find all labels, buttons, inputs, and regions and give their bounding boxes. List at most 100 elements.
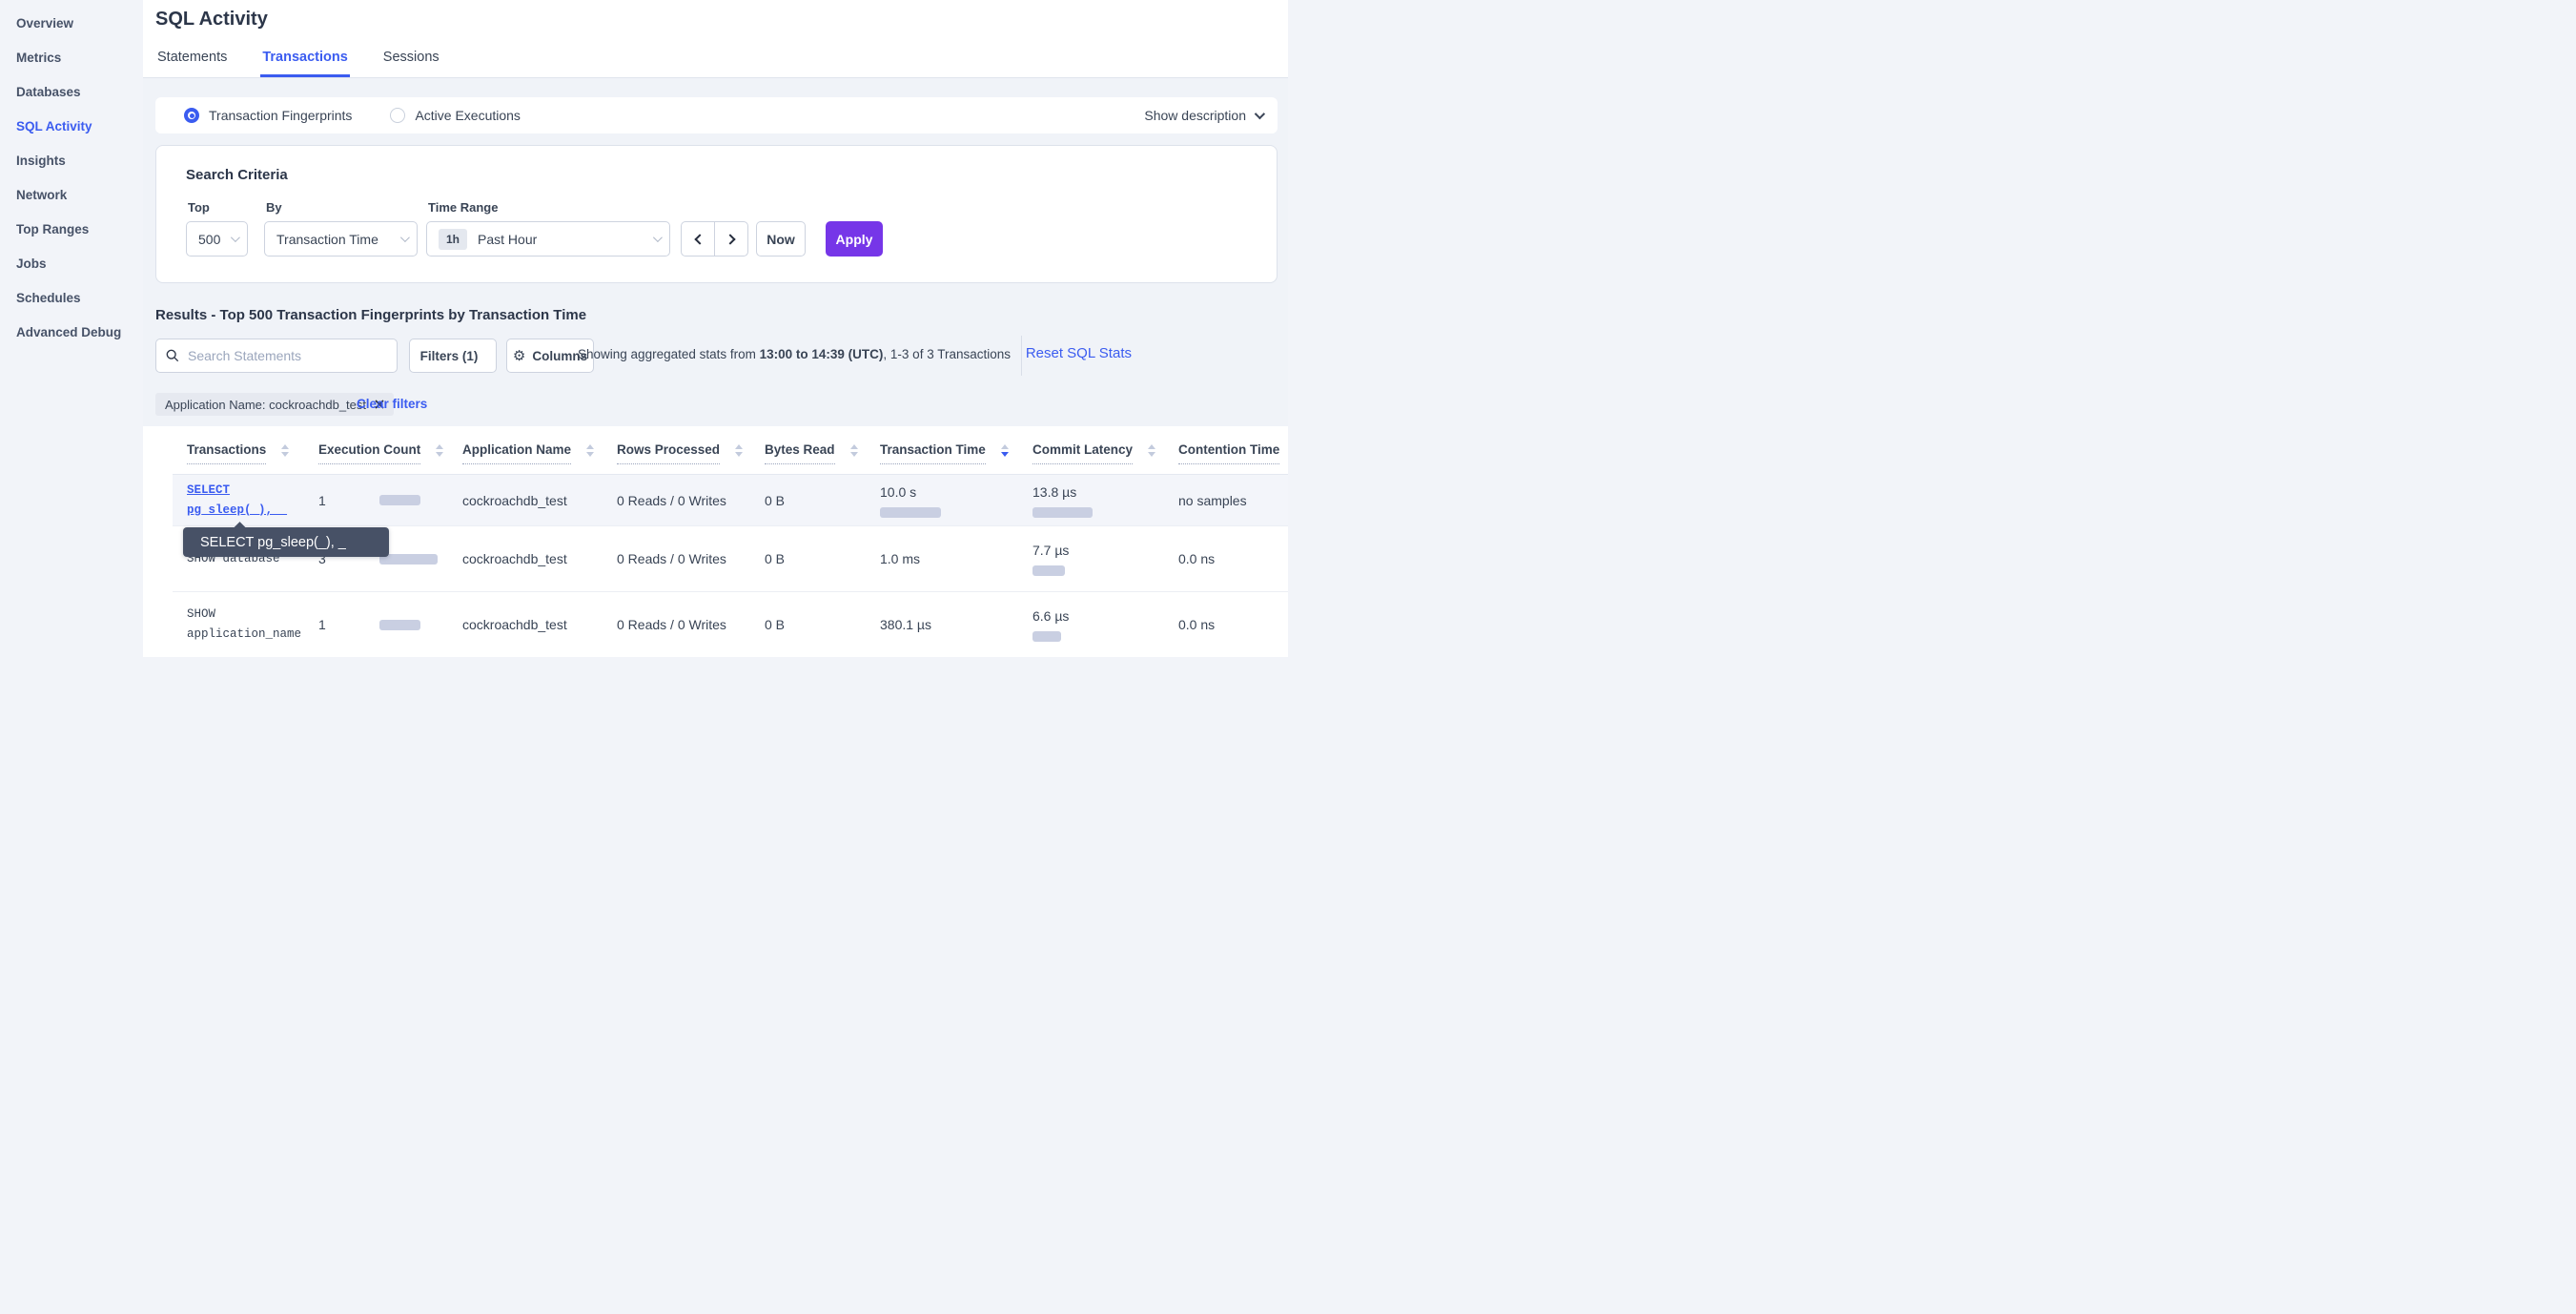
stats-summary-range: 13:00 to 14:39 (UTC)	[759, 347, 884, 361]
clear-filters-link[interactable]: Clear filters	[357, 397, 428, 411]
columns-button[interactable]: ⚙ Columns	[506, 339, 594, 373]
radio-active-executions[interactable]: Active Executions	[390, 108, 521, 123]
tab-sessions[interactable]: Sessions	[382, 50, 440, 65]
bytes-read-value: 0 B	[765, 551, 786, 566]
close-icon[interactable]	[375, 400, 384, 409]
radio-selected-icon[interactable]	[184, 108, 199, 123]
commit-latency-bar	[1032, 631, 1061, 642]
col-header-transaction-time[interactable]: Transaction Time	[880, 442, 986, 464]
top-select-value: 500	[198, 231, 221, 247]
sql-statement-tooltip: SELECT pg_sleep(_), _	[183, 527, 389, 557]
commit-latency-value: 7.7 µs	[1032, 543, 1070, 558]
col-header-execution-count[interactable]: Execution Count	[318, 442, 421, 464]
sidebar-item-metrics[interactable]: Metrics	[16, 50, 62, 65]
page-title: SQL Activity	[155, 9, 268, 30]
stats-summary: Showing aggregated stats from 13:00 to 1…	[578, 347, 1011, 361]
contention-time-value: 0.0 ns	[1178, 617, 1216, 632]
sql-statement-tooltip-text: SELECT pg_sleep(_), _	[200, 534, 346, 550]
filters-label: Filters (1)	[419, 348, 479, 363]
sort-icon[interactable]	[849, 443, 858, 457]
reset-sql-stats-link[interactable]: Reset SQL Stats	[1025, 345, 1132, 361]
radio-unselected-icon[interactable]	[390, 108, 406, 123]
by-select-value: Transaction Time	[276, 231, 378, 247]
radio-label: Active Executions	[415, 108, 521, 123]
commit-latency-value: 13.8 µs	[1032, 483, 1077, 500]
application-name-value: cockroachdb_test	[462, 617, 567, 632]
table-row[interactable]: SELECT pg_sleep(_), _ 1 cockroachdb_test…	[173, 474, 1288, 525]
sidebar-item-schedules[interactable]: Schedules	[16, 290, 81, 305]
execution-count-value: 3	[318, 551, 326, 566]
transaction-time-value: 1.0 ms	[880, 551, 921, 566]
time-range-value: Past Hour	[478, 231, 538, 247]
sidebar-item-insights[interactable]: Insights	[16, 153, 66, 168]
commit-latency-bar	[1032, 506, 1093, 518]
show-description-toggle[interactable]: Show description	[1144, 108, 1266, 123]
execution-count-value: 1	[318, 492, 326, 508]
sidebar-item-databases[interactable]: Databases	[16, 84, 81, 99]
divider	[1021, 336, 1022, 376]
col-header-rows-processed[interactable]: Rows Processed	[617, 442, 721, 464]
application-name-value: cockroachdb_test	[462, 492, 567, 508]
table-row[interactable]: SHOW application_name 1 cockroachdb_test…	[173, 591, 1288, 657]
gear-icon: ⚙	[512, 346, 526, 364]
sort-icon[interactable]	[436, 443, 444, 457]
sidebar-item-advanced-debug[interactable]: Advanced Debug	[16, 324, 122, 339]
col-header-bytes-read[interactable]: Bytes Read	[765, 442, 835, 464]
search-statements-input[interactable]	[188, 348, 387, 363]
col-header-commit-latency[interactable]: Commit Latency	[1032, 442, 1134, 464]
apply-button[interactable]: Apply	[826, 221, 883, 257]
next-time-button[interactable]	[714, 222, 747, 256]
app-window: Overview Metrics Databases SQL Activity …	[0, 0, 1288, 657]
execution-count-value: 1	[318, 617, 326, 632]
application-name-value: cockroachdb_test	[462, 551, 567, 566]
sort-icon[interactable]	[281, 443, 290, 457]
filters-button[interactable]: Filters (1)	[409, 339, 497, 373]
chevron-down-icon	[1254, 108, 1266, 120]
col-header-application-name[interactable]: Application Name	[462, 442, 572, 464]
search-icon	[166, 349, 179, 362]
execution-count-bar	[379, 619, 420, 630]
now-button[interactable]: Now	[756, 221, 806, 257]
top-label: Top	[188, 200, 210, 215]
previous-time-button[interactable]	[682, 222, 714, 256]
chevron-down-icon	[399, 233, 410, 243]
results-title: Results - Top 500 Transaction Fingerprin…	[155, 307, 587, 323]
sort-icon[interactable]	[586, 443, 595, 457]
contention-time-value: 0.0 ns	[1178, 551, 1216, 566]
search-criteria-card: Search Criteria Top By Time Range 500 Tr…	[155, 145, 1278, 283]
top-select[interactable]: 500	[186, 221, 248, 257]
radio-label: Transaction Fingerprints	[209, 108, 353, 123]
col-header-contention-time[interactable]: Contention Time	[1178, 442, 1280, 464]
commit-latency-bar	[1032, 565, 1065, 576]
main-content: SQL Activity Statements Transactions Ses…	[143, 0, 1288, 657]
sidebar-item-network[interactable]: Network	[16, 187, 68, 202]
radio-transaction-fingerprints[interactable]: Transaction Fingerprints	[184, 108, 352, 123]
sort-icon[interactable]	[1000, 443, 1009, 457]
sidebar-item-jobs[interactable]: Jobs	[16, 256, 47, 271]
table-row[interactable]: SHOW database 3 cockroachdb_test 0 Reads…	[173, 525, 1288, 591]
search-statements-box	[155, 339, 398, 373]
tab-transactions[interactable]: Transactions	[260, 46, 350, 77]
sort-icon[interactable]	[735, 443, 744, 457]
transaction-fingerprint-link[interactable]: SHOW application_name	[187, 607, 302, 641]
transaction-time-value: 10.0 s	[880, 483, 917, 500]
bytes-read-value: 0 B	[765, 492, 786, 508]
sidebar-item-overview[interactable]: Overview	[16, 15, 74, 31]
rows-processed-value: 0 Reads / 0 Writes	[617, 551, 726, 566]
transaction-fingerprint-link[interactable]: SELECT pg_sleep(_), _	[187, 482, 288, 517]
col-header-transactions[interactable]: Transactions	[187, 442, 267, 464]
chevron-down-icon	[652, 233, 663, 243]
by-select[interactable]: Transaction Time	[264, 221, 418, 257]
by-label: By	[266, 200, 282, 215]
time-nav-buttons	[681, 221, 748, 257]
sidebar-item-top-ranges[interactable]: Top Ranges	[16, 221, 90, 236]
tab-bar: Statements Transactions Sessions	[143, 46, 1288, 78]
filter-chip-application-name[interactable]: Application Name: cockroachdb_test	[155, 393, 395, 416]
filter-chip-label: Application Name: cockroachdb_test	[165, 397, 367, 412]
sort-icon[interactable]	[1148, 443, 1156, 457]
tab-statements[interactable]: Statements	[157, 50, 228, 65]
view-toggle-card: Transaction Fingerprints Active Executio…	[155, 97, 1278, 133]
time-range-select[interactable]: 1h Past Hour	[426, 221, 670, 257]
sidebar-item-sql-activity[interactable]: SQL Activity	[16, 118, 92, 133]
contention-time-value: no samples	[1178, 492, 1247, 508]
